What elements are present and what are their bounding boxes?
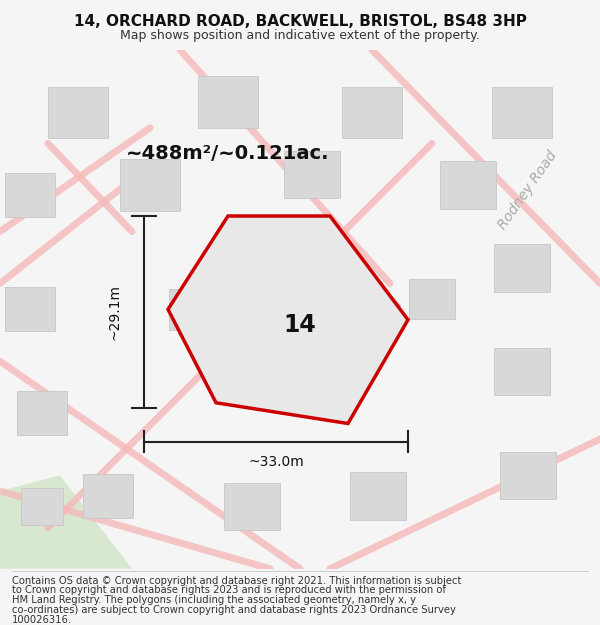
Text: ~29.1m: ~29.1m	[107, 284, 121, 340]
Text: Orchard Road: Orchard Road	[183, 256, 249, 342]
Polygon shape	[21, 488, 63, 525]
Polygon shape	[494, 244, 550, 292]
Text: Rodney Road: Rodney Road	[496, 148, 560, 232]
Polygon shape	[83, 474, 133, 518]
Text: 14, ORCHARD ROAD, BACKWELL, BRISTOL, BS48 3HP: 14, ORCHARD ROAD, BACKWELL, BRISTOL, BS4…	[74, 14, 526, 29]
Polygon shape	[440, 161, 496, 209]
Polygon shape	[284, 151, 340, 198]
Polygon shape	[168, 216, 408, 424]
Polygon shape	[5, 288, 55, 331]
Text: 14: 14	[284, 313, 316, 337]
Text: HM Land Registry. The polygons (including the associated geometry, namely x, y: HM Land Registry. The polygons (includin…	[12, 595, 416, 605]
Text: ~33.0m: ~33.0m	[248, 456, 304, 469]
Polygon shape	[199, 76, 257, 128]
Text: Orchard Road: Orchard Road	[339, 298, 405, 384]
Polygon shape	[5, 173, 55, 218]
Polygon shape	[409, 279, 455, 319]
Polygon shape	[494, 348, 550, 396]
Text: 100026316.: 100026316.	[12, 615, 72, 625]
Polygon shape	[17, 391, 67, 435]
Polygon shape	[49, 87, 107, 138]
Polygon shape	[289, 279, 335, 319]
Polygon shape	[121, 159, 179, 211]
Polygon shape	[224, 482, 280, 531]
Polygon shape	[0, 476, 132, 569]
Text: co-ordinates) are subject to Crown copyright and database rights 2023 Ordnance S: co-ordinates) are subject to Crown copyr…	[12, 605, 456, 615]
Text: ~488m²/~0.121ac.: ~488m²/~0.121ac.	[126, 144, 330, 163]
Text: Contains OS data © Crown copyright and database right 2021. This information is : Contains OS data © Crown copyright and d…	[12, 576, 461, 586]
Text: to Crown copyright and database rights 2023 and is reproduced with the permissio: to Crown copyright and database rights 2…	[12, 586, 446, 596]
Polygon shape	[493, 87, 551, 138]
Polygon shape	[350, 472, 406, 520]
Polygon shape	[169, 289, 215, 329]
Polygon shape	[343, 87, 401, 138]
Polygon shape	[500, 451, 556, 499]
Text: Map shows position and indicative extent of the property.: Map shows position and indicative extent…	[120, 29, 480, 42]
